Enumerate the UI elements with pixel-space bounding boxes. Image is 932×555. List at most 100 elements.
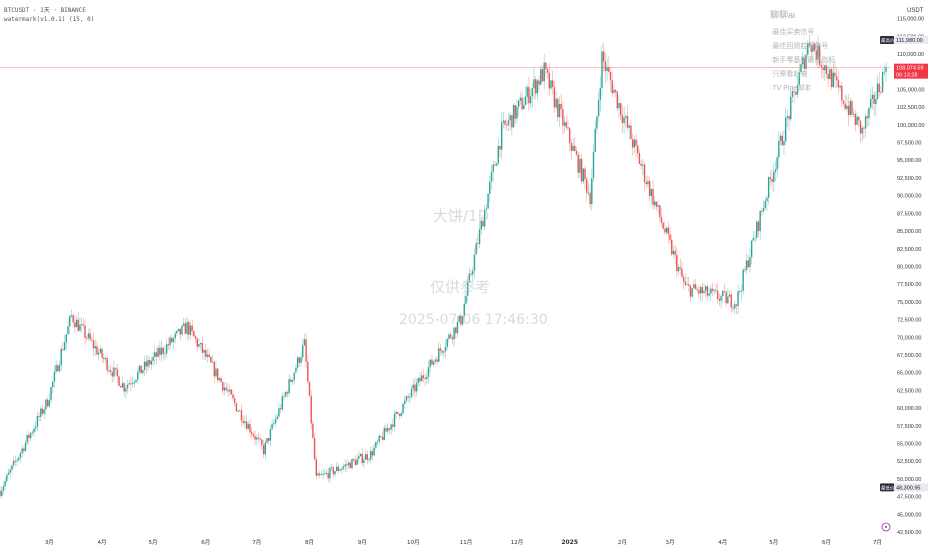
candle-body	[608, 67, 610, 72]
candle	[143, 355, 146, 376]
candle	[336, 461, 338, 472]
candle-body	[499, 146, 501, 150]
candle	[276, 413, 278, 421]
candle-body	[72, 315, 74, 323]
candles-layer	[0, 34, 887, 499]
candle-body	[128, 383, 130, 385]
candle-body	[383, 428, 386, 440]
candle	[96, 341, 98, 356]
candle	[12, 456, 15, 470]
candle-body	[822, 67, 824, 71]
candle	[500, 112, 503, 159]
candle	[157, 344, 159, 358]
candle	[718, 293, 721, 307]
candle-body	[77, 319, 79, 331]
candle-body	[813, 43, 816, 51]
candle	[412, 379, 414, 396]
candle	[545, 61, 547, 77]
candle-body	[317, 473, 319, 476]
candle-body	[592, 152, 595, 179]
candle-body	[640, 163, 642, 166]
candle-body	[482, 221, 484, 227]
candle-body	[18, 457, 20, 461]
candle	[791, 85, 794, 103]
candle	[443, 349, 445, 358]
candle-body	[635, 139, 637, 146]
candle-body	[824, 65, 826, 71]
candle	[885, 62, 887, 83]
candle	[0, 485, 1, 498]
candle-body	[89, 333, 91, 340]
candle	[795, 91, 797, 96]
price-tick-label: 65,000.00	[897, 371, 921, 377]
price-tick-label: 102,500.00	[897, 105, 925, 111]
candle-body	[745, 260, 748, 271]
candle-body	[514, 105, 516, 119]
candle	[283, 392, 285, 401]
candle	[77, 312, 79, 332]
candle	[662, 220, 664, 230]
time-zone-icon[interactable]	[881, 522, 891, 532]
candle-body	[555, 98, 557, 108]
candle	[87, 328, 90, 341]
candle-body	[40, 408, 42, 417]
candle	[585, 176, 588, 202]
legend-indicator[interactable]: watermark(v1.0.1) (15, 0)	[4, 16, 95, 23]
candle	[485, 203, 488, 212]
candle-body	[189, 325, 192, 335]
candle-body	[186, 322, 188, 334]
candle	[771, 169, 773, 191]
candle	[468, 267, 471, 284]
candle-body	[106, 358, 108, 371]
legend-symbol[interactable]: BTCUSDT · 1天 · BINANCE	[4, 7, 86, 14]
candle	[104, 355, 107, 365]
candle-body	[371, 451, 374, 456]
candle-body	[856, 116, 858, 125]
candle	[601, 45, 603, 96]
candle-body	[284, 392, 287, 397]
candle-body	[35, 426, 37, 429]
currency-label[interactable]: USDT	[907, 8, 924, 14]
candle	[720, 293, 722, 309]
candle-body	[621, 115, 624, 124]
candle-body	[419, 377, 421, 382]
candle	[69, 314, 71, 335]
info-panel-header: 聊聊ai	[770, 10, 796, 20]
candle	[475, 238, 477, 255]
candle	[75, 315, 78, 328]
candle	[235, 402, 238, 412]
candle-body	[677, 267, 680, 272]
candle	[421, 370, 423, 382]
price-tick-label: 62,500.00	[897, 388, 921, 394]
candle-body	[41, 408, 44, 414]
candle-body	[728, 294, 731, 297]
candle-body	[424, 378, 426, 380]
candle-body	[839, 85, 841, 88]
candle	[296, 355, 299, 371]
candle	[834, 61, 836, 88]
candle-body	[451, 337, 454, 340]
price-axis[interactable]: 115,000.00112,500.00110,000.00107,500.00…	[880, 17, 928, 536]
candle	[790, 87, 792, 122]
candle-body	[713, 289, 715, 291]
candle	[417, 376, 420, 387]
candle	[495, 162, 498, 166]
candle	[730, 290, 732, 313]
candle	[880, 86, 882, 96]
candle	[538, 75, 540, 93]
time-axis[interactable]: 3月 4月 5月 6月 7月 8月 9月 10月 11月 12月 2025 2月 3月 4月 5月 6月 7月	[45, 522, 891, 546]
candle-body	[417, 377, 420, 383]
candle	[499, 145, 501, 158]
candle	[31, 430, 34, 436]
candle	[28, 430, 30, 445]
candle	[313, 433, 316, 461]
candle	[682, 273, 685, 290]
candle	[120, 385, 122, 388]
candle-body	[94, 346, 96, 349]
candle	[74, 316, 76, 334]
candle	[167, 337, 170, 350]
candle-body	[346, 464, 348, 466]
candle-body	[43, 409, 45, 414]
